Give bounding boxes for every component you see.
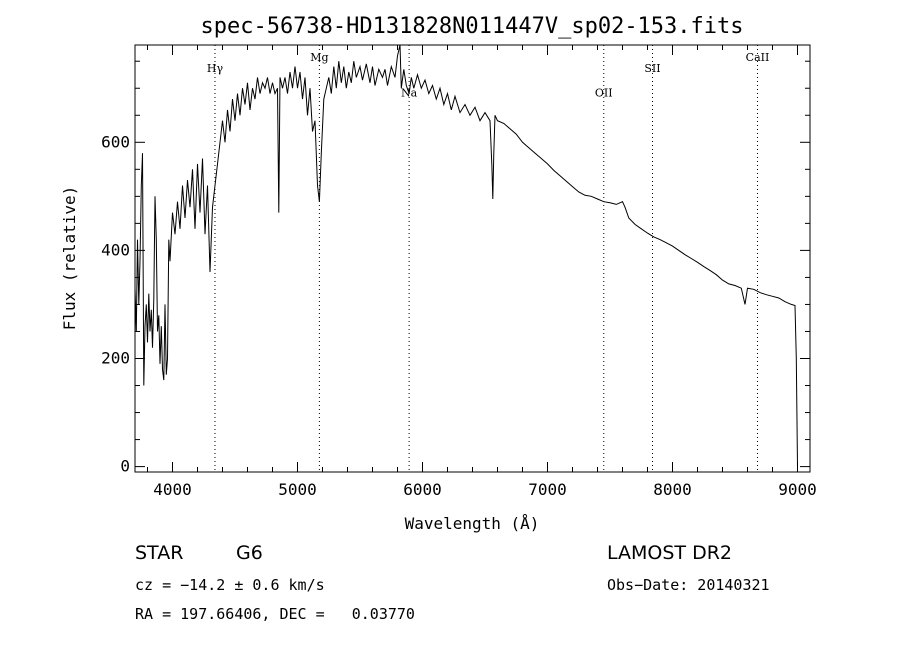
x-axis-ticks: 4000 5000 6000 7000 8000 9000 (147, 45, 817, 499)
spectral-line-label: Mg (310, 51, 328, 64)
chart-title: spec-56738-HD131828N011447V_sp02-153.fit… (200, 14, 743, 39)
survey-name: LAMOST DR2 (607, 542, 732, 564)
x-tick-label: 7000 (528, 480, 567, 499)
x-tick-label: 6000 (403, 480, 442, 499)
spectral-line-label: CaII (746, 51, 770, 64)
spectral-line-markers (214, 45, 758, 472)
flux-series-line (134, 44, 798, 467)
y-axis-label: Flux (relative) (60, 186, 79, 331)
x-axis-label: Wavelength (Å) (405, 514, 540, 533)
y-tick-label: 600 (101, 132, 130, 151)
y-tick-label: 200 (101, 348, 130, 367)
y-axis-ticks: 0 200 400 600 (101, 60, 810, 476)
x-tick-label: 8000 (653, 480, 692, 499)
x-tick-label: 4000 (153, 480, 192, 499)
x-tick-label: 9000 (778, 480, 817, 499)
coordinates: RA = 197.66406, DEC = 0.03770 (135, 605, 415, 623)
observation-date: Obs−Date: 20140321 (607, 576, 770, 594)
redshift-velocity: cz = −14.2 ± 0.6 km/s (135, 576, 325, 594)
y-tick-label: 400 (101, 240, 130, 259)
object-subclass: G6 (236, 542, 263, 564)
spectral-line-label: OII (595, 86, 613, 99)
spectral-line-label: SII (644, 62, 660, 75)
y-tick-label: 0 (120, 457, 130, 476)
spectral-line-label: Hγ (207, 62, 224, 75)
x-tick-label: 5000 (278, 480, 317, 499)
object-class: STAR (135, 542, 183, 564)
